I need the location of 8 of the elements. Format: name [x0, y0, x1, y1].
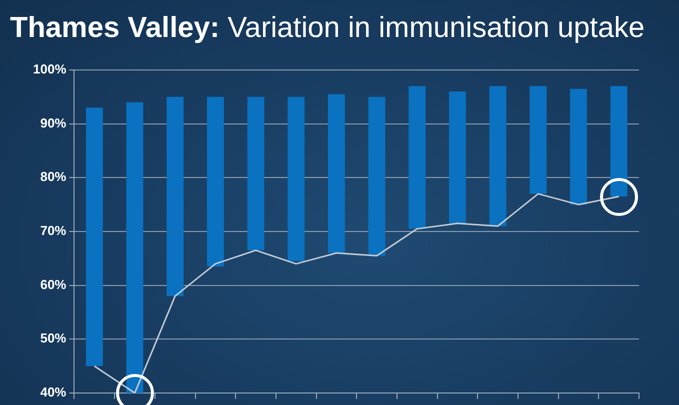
y-tick-label: 70% — [40, 223, 67, 238]
y-tick-label: 50% — [40, 330, 67, 346]
y-tick-label: 40% — [40, 384, 67, 400]
y-tick-label: 80% — [40, 169, 67, 184]
y-tick-label: 100% — [33, 62, 67, 77]
y-tick-label: 90% — [40, 115, 67, 130]
chart-title: Thames Valley: Variation in immunisation uptake — [10, 12, 645, 45]
y-tick-label: 60% — [40, 276, 67, 292]
